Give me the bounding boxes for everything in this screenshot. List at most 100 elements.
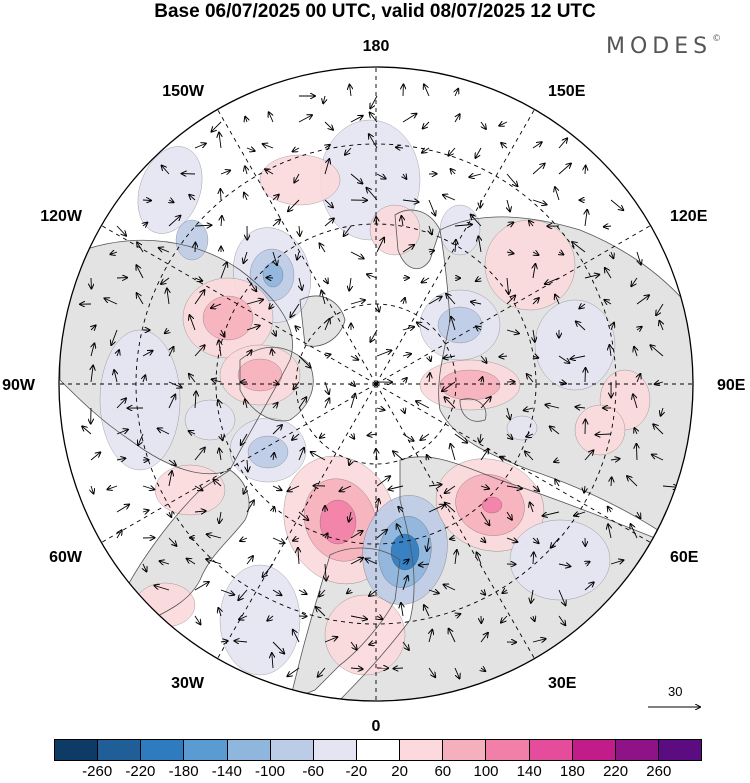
- wind-vector: [506, 511, 512, 520]
- meridian: [375, 225, 651, 385]
- colorbar-tick-label: 140: [516, 763, 542, 780]
- meridian: [101, 225, 377, 385]
- wind-vector: [194, 615, 201, 624]
- wind-vector: [116, 430, 128, 435]
- wind-vector: [167, 289, 169, 305]
- wind-vector: [481, 121, 486, 129]
- colorbar-tick-label: -260: [82, 763, 113, 780]
- wind-vector: [194, 486, 203, 490]
- wind-vector: [165, 330, 169, 333]
- wind-vector: [604, 226, 612, 227]
- wind-vector: [350, 300, 365, 305]
- wind-vector: [350, 251, 364, 259]
- colorbar-tick-label: -180: [168, 763, 199, 780]
- wind-vector: [506, 486, 522, 489]
- wind-vector: [246, 326, 260, 331]
- meridian: [375, 383, 651, 543]
- wind-vector: [273, 329, 276, 336]
- coastline: [438, 216, 693, 561]
- wind-vector: [428, 485, 442, 487]
- wind-vector: [168, 381, 182, 388]
- wind-vector: [142, 510, 149, 512]
- wind-vector: [533, 552, 534, 565]
- wind-vector: [154, 586, 170, 591]
- wind-vector: [526, 434, 534, 437]
- wind-vector: [272, 349, 273, 357]
- wind-vector: [190, 315, 196, 331]
- wind-vector: [295, 326, 299, 330]
- wind-vector: [402, 114, 417, 123]
- wind-vector: [558, 564, 570, 566]
- wind-vector: [320, 434, 325, 438]
- wind-vector: [584, 450, 593, 461]
- wind-vector: [169, 200, 174, 202]
- wind-vector: [611, 477, 612, 487]
- wind-vector: [469, 174, 482, 177]
- wind-vector: [240, 538, 248, 541]
- wind-vector: [427, 455, 429, 460]
- wind-vector: [272, 425, 282, 435]
- wind-vector: [239, 616, 248, 619]
- wind-vector: [298, 115, 312, 123]
- wind-vector: [636, 295, 649, 305]
- colorbar-swatch: [98, 740, 142, 760]
- wind-vector: [631, 524, 638, 539]
- wind-vector: [403, 298, 405, 305]
- wind-vector: [273, 453, 274, 461]
- colorbar-swatch: [313, 740, 357, 760]
- wind-vector: [446, 294, 456, 305]
- wind-vector: [111, 329, 118, 345]
- wind-vector: [480, 199, 481, 208]
- wind-vector: [611, 323, 614, 331]
- wind-vector: [235, 641, 248, 642]
- wind-vector: [448, 147, 456, 156]
- wind-vector: [398, 507, 403, 512]
- colorbar-swatch: [486, 740, 530, 760]
- wind-vector: [297, 251, 299, 260]
- wind-vector: [265, 169, 274, 175]
- wind-vector: [480, 433, 481, 443]
- wind-vector: [220, 589, 234, 595]
- wind-vector: [428, 297, 442, 305]
- wind-vector: [142, 351, 153, 357]
- wind-vector: [116, 505, 129, 513]
- wind-vector: [455, 614, 460, 616]
- colorbar-swatch: [400, 740, 444, 760]
- wind-vector: [506, 330, 519, 334]
- wind-vector: [545, 405, 560, 408]
- wind-vector: [532, 164, 545, 175]
- wind-vector: [350, 85, 352, 97]
- wind-vector: [551, 537, 560, 548]
- longitude-label: 30E: [548, 675, 577, 692]
- wind-vector: [481, 590, 485, 595]
- wind-vector: [288, 199, 300, 211]
- wind-vector: [499, 122, 508, 126]
- wind-vector: [349, 277, 351, 291]
- wind-vector: [454, 433, 467, 443]
- wind-vector: [245, 399, 247, 409]
- wind-vector: [194, 345, 205, 357]
- wind-vector: [273, 403, 278, 408]
- wind-vector: [558, 138, 567, 149]
- wind-vector: [610, 199, 623, 210]
- wind-vector: [533, 252, 539, 255]
- wind-vector: [416, 401, 430, 409]
- wind-vector: [480, 486, 489, 489]
- wind-vector: [532, 639, 546, 642]
- wind-vector: [377, 499, 379, 513]
- wind-vector: [298, 548, 299, 565]
- wind-vector: [475, 147, 482, 158]
- colorbar-swatch: [227, 740, 271, 760]
- wind-vector: [293, 630, 300, 643]
- anomaly-contour: [390, 533, 420, 571]
- wind-vector: [543, 511, 560, 516]
- wind-vector: [194, 582, 209, 591]
- wind-vector: [480, 397, 491, 409]
- wind-vector: [506, 296, 515, 305]
- wind-vector: [401, 603, 403, 617]
- wind-vector: [247, 459, 248, 471]
- wind-vector: [324, 199, 333, 207]
- wind-vector: [377, 303, 379, 312]
- wind-vector: [288, 485, 300, 491]
- wind-vector: [189, 431, 196, 434]
